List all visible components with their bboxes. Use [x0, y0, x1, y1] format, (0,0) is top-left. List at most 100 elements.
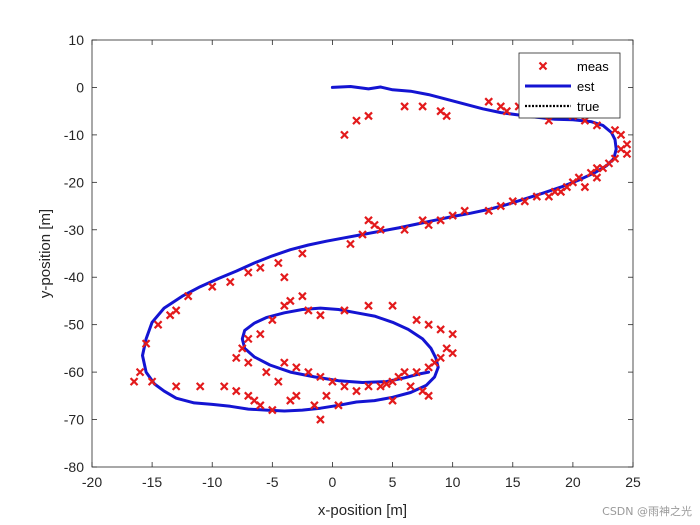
meas-point — [219, 382, 229, 391]
x-tick-label: 20 — [565, 474, 581, 490]
meas-point — [442, 111, 451, 121]
meas-point — [616, 130, 626, 140]
meas-point — [424, 363, 433, 372]
meas-point — [508, 197, 518, 206]
meas-point — [400, 225, 409, 235]
meas-point — [316, 415, 325, 424]
meas-point — [207, 282, 217, 291]
meas-point — [262, 367, 271, 377]
y-tick-label: -80 — [64, 459, 84, 475]
meas-point — [412, 315, 421, 325]
meas-point — [592, 173, 602, 182]
meas-point — [129, 377, 139, 386]
meas-point — [424, 320, 433, 329]
x-axis-label: x-position [m] — [318, 502, 407, 519]
meas-point — [448, 329, 457, 339]
meas-point — [364, 111, 373, 121]
meas-point — [256, 401, 265, 410]
meas-point — [352, 116, 361, 125]
axes-layer: -20 -15 -10 -5 0 5 10 15 20 25100-10-20-30-40-50-… — [37, 32, 641, 519]
meas-point — [424, 391, 433, 401]
meas-point — [334, 401, 343, 410]
x-tick-label: 0 — [329, 474, 337, 490]
meas-point — [231, 353, 241, 363]
x-tick-label: 15 — [505, 474, 521, 490]
meas-point — [406, 382, 415, 391]
meas-point — [364, 382, 373, 391]
meas-point — [364, 216, 373, 225]
meas-point — [460, 206, 469, 216]
y-tick-label: -50 — [64, 317, 84, 333]
legend-label-true: true — [577, 99, 599, 114]
meas-point — [532, 192, 542, 201]
meas-point — [292, 391, 301, 401]
meas-point — [382, 379, 391, 389]
meas-point — [340, 382, 349, 391]
x-tick-label: -10 — [202, 474, 222, 490]
y-tick-label: 10 — [68, 32, 84, 48]
meas-point — [436, 325, 445, 334]
meas-point — [274, 258, 283, 268]
meas-point — [502, 106, 512, 116]
meas-point — [340, 306, 349, 315]
meas-point — [165, 310, 175, 320]
meas-point — [418, 216, 427, 225]
watermark: CSDN @雨神之光 — [602, 505, 692, 518]
series-line-est — [141, 85, 618, 413]
x-tick-label: -15 — [142, 474, 162, 490]
meas-point — [340, 130, 349, 140]
x-tick-label: 10 — [445, 474, 461, 490]
y-tick-label: -10 — [64, 127, 84, 143]
x-tick-label: -20 — [82, 474, 102, 490]
meas-point — [304, 306, 313, 315]
meas-point — [286, 296, 295, 306]
legend-label-est: est — [577, 79, 595, 94]
meas-point — [171, 382, 181, 391]
meas-point — [225, 277, 235, 287]
axes-box — [91, 39, 634, 468]
meas-point — [244, 268, 253, 277]
meas-point — [544, 192, 554, 201]
x-tick-label: 25 — [625, 474, 641, 490]
meas-point — [274, 377, 283, 386]
meas-point — [280, 272, 289, 282]
meas-point — [304, 367, 313, 377]
y-tick-label: -30 — [64, 222, 84, 238]
meas-point — [183, 291, 193, 301]
y-axis-label: y-position [m] — [37, 209, 54, 298]
meas-point — [388, 377, 397, 386]
x-tick-label: -5 — [266, 474, 279, 490]
meas-point — [484, 206, 494, 216]
meas-point — [520, 197, 530, 206]
y-tick-label: 0 — [76, 79, 84, 95]
meas-point — [400, 102, 409, 111]
meas-point — [352, 386, 361, 396]
meas-point — [388, 301, 397, 310]
meas-point — [322, 391, 331, 401]
meas-point — [316, 372, 325, 382]
meas-point — [376, 382, 385, 391]
meas-point — [412, 367, 421, 377]
meas-point — [448, 348, 457, 358]
meas-point — [496, 201, 506, 211]
meas-point — [388, 396, 397, 405]
meas-point — [364, 301, 373, 310]
y-tick-label: -60 — [64, 364, 84, 380]
y-tick-label: -40 — [64, 269, 84, 285]
meas-point — [135, 367, 145, 377]
meas-point — [316, 310, 325, 320]
meas-point — [484, 97, 494, 106]
meas-point — [268, 405, 277, 415]
meas-point — [298, 249, 307, 258]
meas-point — [141, 339, 151, 348]
meas-point — [418, 102, 427, 111]
meas-point — [580, 182, 590, 192]
legend-marker-meas — [538, 61, 548, 71]
x-tick-label: 5 — [389, 474, 397, 490]
meas-point — [244, 334, 253, 344]
meas-point — [448, 211, 457, 220]
y-tick-label: -20 — [64, 174, 84, 190]
meas-point — [328, 377, 337, 386]
series-layer — [129, 85, 632, 424]
